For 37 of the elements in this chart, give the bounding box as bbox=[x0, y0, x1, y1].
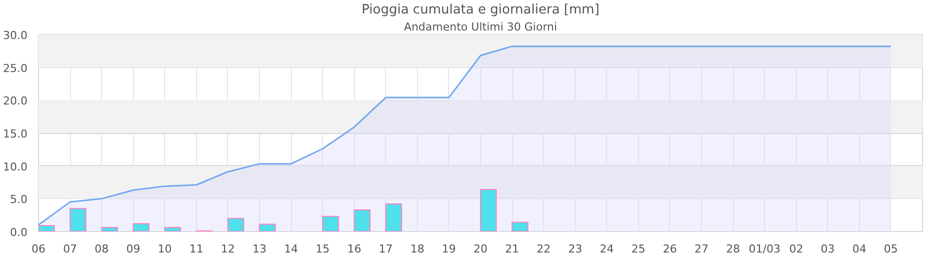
x-tick-label: 08 bbox=[94, 242, 109, 256]
x-tick-label: 09 bbox=[126, 242, 140, 256]
y-tick-label: 10.0 bbox=[3, 160, 28, 174]
x-tick-label: 01/03 bbox=[748, 242, 780, 256]
x-tick-label: 04 bbox=[852, 242, 866, 256]
x-tick-label: 17 bbox=[378, 242, 393, 256]
x-tick-label: 12 bbox=[220, 242, 235, 256]
x-tick-label: 26 bbox=[662, 242, 677, 256]
x-tick-label: 24 bbox=[600, 242, 614, 256]
x-tick-label: 28 bbox=[726, 242, 740, 256]
y-tick-label: 20.0 bbox=[3, 94, 28, 108]
chart-subtitle: Andamento Ultimi 30 Giorni bbox=[404, 20, 558, 34]
x-tick-label: 13 bbox=[252, 242, 266, 256]
x-tick-label: 15 bbox=[316, 242, 330, 256]
x-tick-label: 02 bbox=[789, 242, 804, 256]
x-tick-label: 22 bbox=[536, 242, 551, 256]
x-tick-label: 20 bbox=[474, 242, 488, 256]
x-tick-label: 07 bbox=[63, 242, 78, 256]
x-tick-label: 16 bbox=[347, 242, 362, 256]
x-tick-label: 18 bbox=[410, 242, 424, 256]
x-tick-label: 11 bbox=[189, 242, 204, 256]
x-tick-label: 06 bbox=[32, 242, 46, 256]
x-tick-label: 25 bbox=[631, 242, 646, 256]
x-tick-label: 27 bbox=[694, 242, 708, 256]
x-tick-label: 10 bbox=[158, 242, 172, 256]
y-tick-label: 30.0 bbox=[3, 29, 28, 42]
x-tick-label: 05 bbox=[884, 242, 898, 256]
x-tick-label: 21 bbox=[505, 242, 520, 256]
y-tick-label: 25.0 bbox=[3, 62, 28, 75]
x-tick-label: 19 bbox=[442, 242, 456, 256]
y-tick-label: 5.0 bbox=[10, 193, 28, 206]
x-tick-label: 03 bbox=[820, 242, 835, 256]
x-tick-label: 23 bbox=[568, 242, 582, 256]
chart-title: Pioggia cumulata e giornaliera [mm] bbox=[362, 2, 600, 18]
y-tick-label: 15.0 bbox=[3, 128, 28, 140]
x-tick-label: 14 bbox=[284, 242, 298, 256]
y-tick-label: 0.0 bbox=[10, 226, 28, 239]
